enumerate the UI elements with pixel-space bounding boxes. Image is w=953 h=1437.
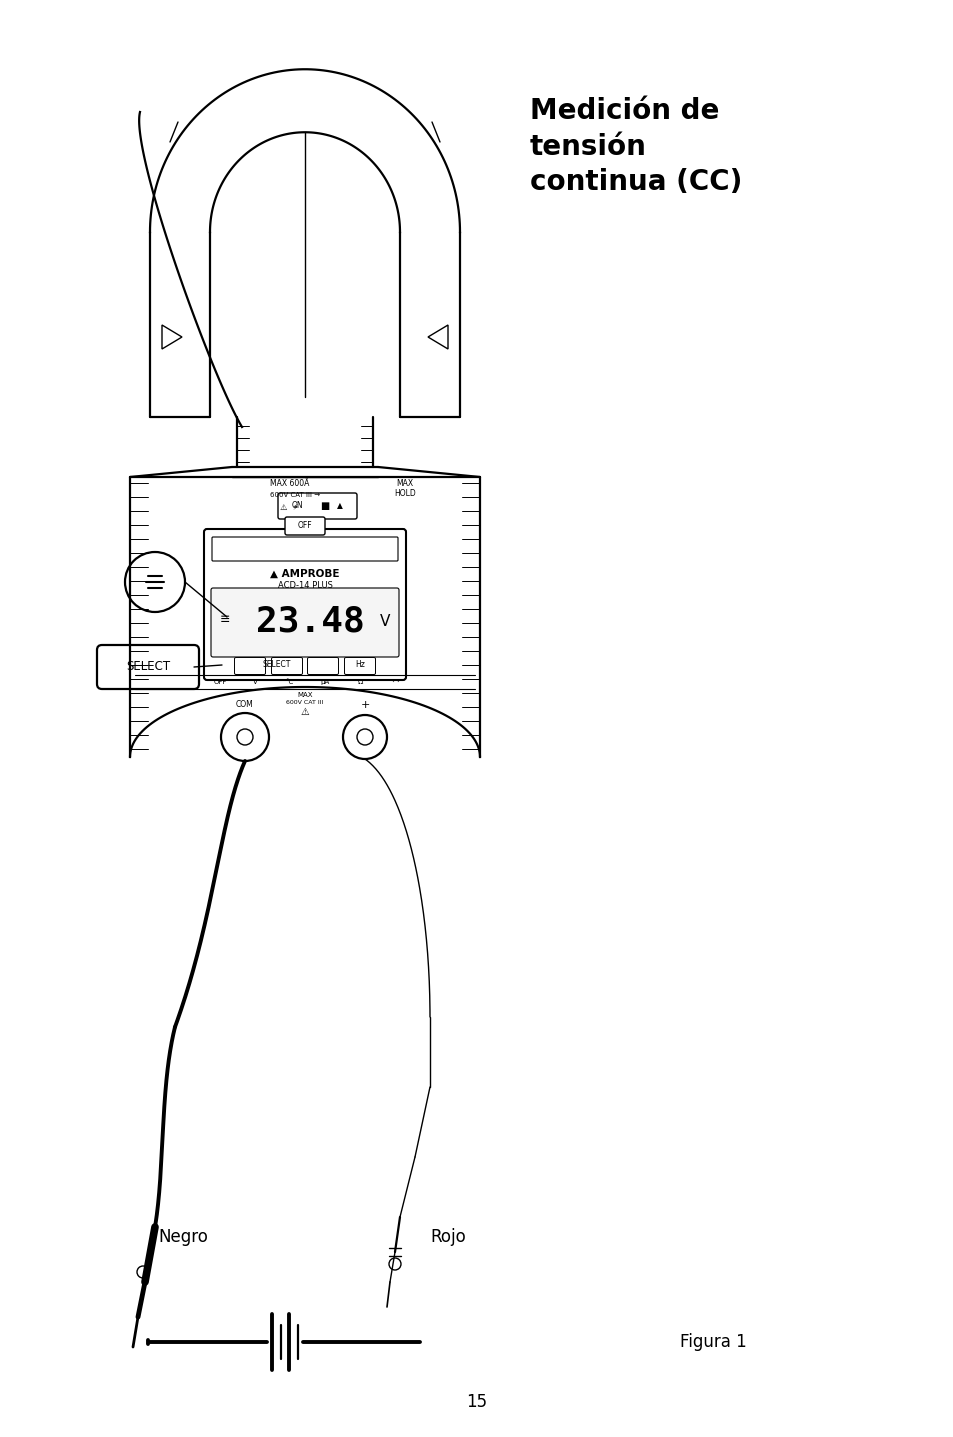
FancyBboxPatch shape [272, 658, 302, 674]
Text: °C: °C [286, 680, 294, 685]
Text: ▲: ▲ [336, 502, 342, 510]
Text: ⚠: ⚠ [300, 707, 309, 717]
Text: ⚠  ⚡: ⚠ ⚡ [280, 503, 298, 512]
Text: SELECT: SELECT [262, 661, 291, 670]
Text: ON: ON [291, 502, 302, 510]
FancyBboxPatch shape [212, 537, 397, 560]
Text: Hz: Hz [355, 661, 365, 670]
Circle shape [356, 729, 373, 744]
Text: OFF: OFF [297, 522, 312, 530]
Text: Negro: Negro [158, 1229, 208, 1246]
FancyBboxPatch shape [344, 658, 375, 674]
Text: μA: μA [320, 680, 330, 685]
Text: MAX 600Â: MAX 600Â [270, 480, 309, 489]
Text: SELECT: SELECT [126, 661, 170, 674]
FancyBboxPatch shape [204, 529, 406, 680]
Text: ≡: ≡ [219, 614, 230, 627]
Text: Ω: Ω [357, 680, 362, 685]
Text: COM: COM [236, 700, 253, 710]
Circle shape [125, 552, 185, 612]
Text: HOLD: HOLD [394, 490, 416, 499]
Text: +: + [360, 700, 370, 710]
Text: MAX: MAX [396, 480, 414, 489]
Text: V: V [379, 615, 390, 629]
Text: →→: →→ [389, 680, 400, 685]
Text: ▲ AMPROBE: ▲ AMPROBE [270, 569, 339, 579]
FancyBboxPatch shape [285, 517, 325, 535]
Text: MAX: MAX [297, 693, 313, 698]
Circle shape [137, 1266, 149, 1277]
Text: Medición de
tensión
continua (CC): Medición de tensión continua (CC) [530, 98, 741, 197]
Text: 600V CAT III: 600V CAT III [286, 700, 323, 706]
FancyBboxPatch shape [234, 658, 265, 674]
Text: Figura 1: Figura 1 [679, 1334, 746, 1351]
FancyBboxPatch shape [97, 645, 199, 688]
FancyBboxPatch shape [277, 493, 356, 519]
FancyBboxPatch shape [211, 588, 398, 657]
Text: Rojo: Rojo [430, 1229, 465, 1246]
Text: 600V CAT III →: 600V CAT III → [270, 491, 320, 499]
Text: ACD-14 PLUS: ACD-14 PLUS [277, 582, 332, 591]
Text: OFF: OFF [213, 680, 227, 685]
Text: V: V [253, 680, 257, 685]
Circle shape [389, 1257, 400, 1270]
Text: 23.48: 23.48 [255, 605, 364, 639]
Text: 15: 15 [466, 1392, 487, 1411]
Text: ■: ■ [320, 502, 330, 512]
FancyBboxPatch shape [307, 658, 338, 674]
Circle shape [236, 729, 253, 744]
